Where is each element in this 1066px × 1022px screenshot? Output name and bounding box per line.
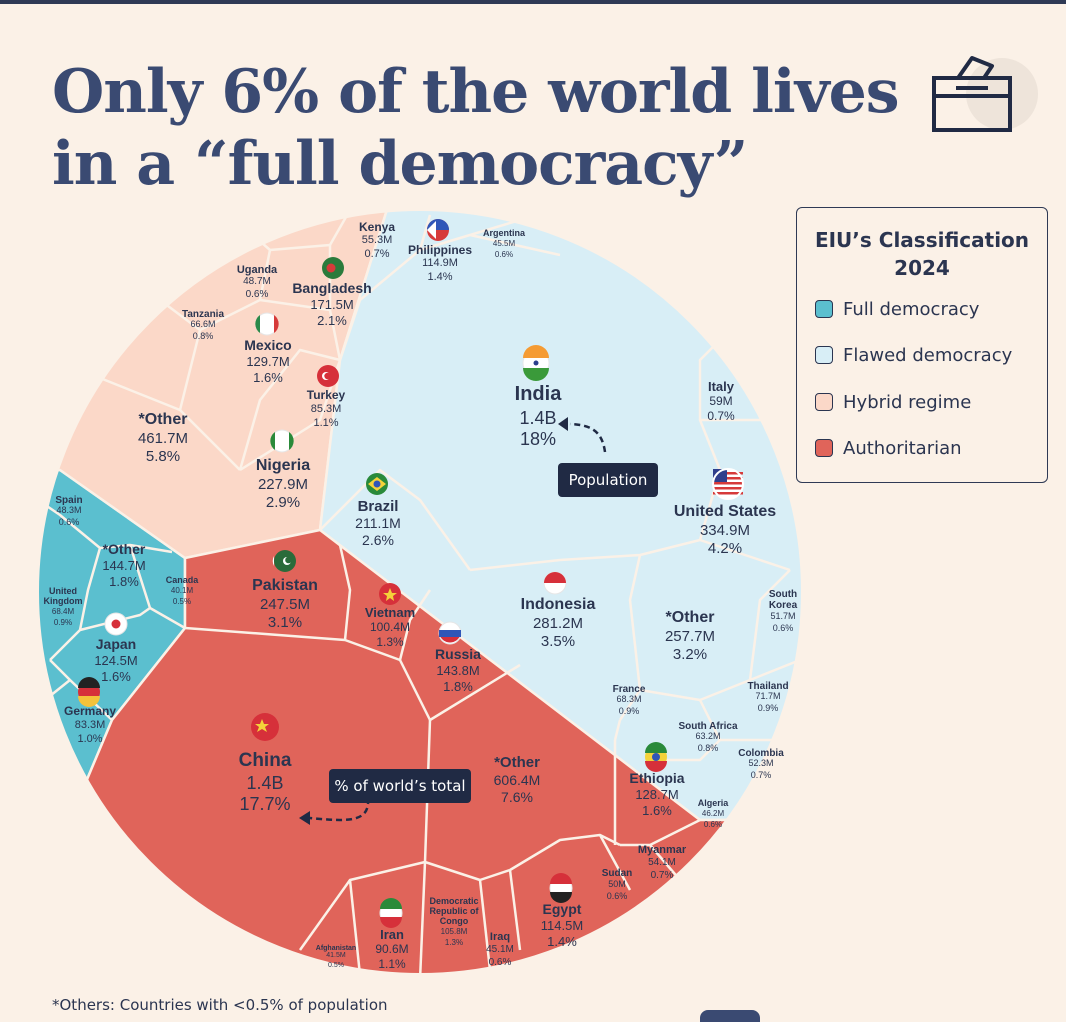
usa-flag-icon — [712, 468, 744, 500]
label-authoritarian-2: Russia 143.8M 1.8% — [435, 646, 481, 694]
footnote: *Others: Countries with <0.5% of populat… — [52, 996, 388, 1014]
label-authoritarian-1: Vietnam 100.4M 1.3% — [365, 605, 415, 649]
legend-swatch — [815, 300, 833, 318]
nigeria-flag-icon — [270, 429, 294, 453]
label-flawed-democracy-6: Indonesia 281.2M 3.5% — [521, 596, 596, 650]
philippines-flag-icon — [427, 219, 449, 241]
legend: EIU’s Classification 2024 Full democracy… — [796, 207, 1048, 483]
label-flawed-democracy-2: Argentina 45.5M 0.6% — [483, 228, 526, 259]
label-flawed-democracy-10: Thailand 71.7M 0.9% — [747, 681, 788, 713]
label-authoritarian-8: Sudan 50M 0.6% — [602, 868, 633, 901]
legend-item-flawed-democracy: Flawed democracy — [815, 343, 1012, 367]
label-authoritarian-6: Algeria 46.2M 0.6% — [698, 798, 730, 829]
legend-label: Hybrid regime — [843, 391, 972, 413]
label-flawed-democracy-0: India 1.4B 18% — [515, 383, 563, 449]
legend-title-line-2: 2024 — [894, 256, 950, 280]
iran-flag-icon — [379, 898, 403, 928]
label-authoritarian-5: Ethiopia 128.7M 1.6% — [629, 770, 684, 818]
brazil-flag-icon — [366, 473, 388, 495]
label-full-democracy-4: Japan 124.5M 1.6% — [94, 636, 137, 684]
page-title: Only 6% of the world lives in a “full de… — [52, 56, 900, 200]
turkey-flag-icon — [317, 365, 339, 387]
bangladesh-flag-icon — [322, 257, 344, 279]
legend-swatch — [815, 393, 833, 411]
legend-item-full-democracy: Full democracy — [815, 297, 979, 321]
label-hybrid-regime-3: Tanzania 66.6M 0.8% — [182, 309, 224, 341]
label-full-democracy-1: *Other 144.7M 1.8% — [102, 541, 146, 589]
japan-flag-icon — [104, 612, 128, 636]
country-labels: India 1.4B 18% Philippines 114.9M 1.4% Argenti… — [44, 220, 798, 971]
label-flawed-democracy-12: Colombia 52.3M 0.7% — [738, 748, 784, 780]
label-flawed-democracy-8: South Korea 51.7M 0.6% — [769, 589, 798, 633]
label-hybrid-regime-4: Mexico 129.7M 1.6% — [244, 337, 291, 385]
label-hybrid-regime-0: Kenya 55.3M 0.7% — [359, 220, 395, 260]
label-hybrid-regime-7: Nigeria 227.9M 2.9% — [256, 457, 310, 511]
population-callout: Population — [558, 463, 658, 497]
label-authoritarian-12: Iran 90.6M 1.1% — [375, 927, 408, 971]
indonesia-flag-icon — [543, 571, 567, 595]
share-callout: % of world’s total — [329, 769, 471, 803]
title-line-1: Only 6% of the world lives — [52, 57, 900, 127]
legend-label: Flawed democracy — [843, 344, 1013, 366]
label-hybrid-regime-5: Turkey 85.3M 1.1% — [307, 388, 346, 429]
brand-logo-partial — [700, 1010, 760, 1022]
legend-label: Full democracy — [843, 298, 980, 320]
label-authoritarian-13: Afghanistan 41.5M 0.5% — [316, 945, 356, 969]
ballot-box-icon — [932, 56, 1038, 132]
label-flawed-democracy-4: United States 334.9M 4.2% — [674, 503, 776, 557]
vietnam-flag-icon — [379, 583, 401, 605]
label-flawed-democracy-3: Italy 59M 0.7% — [707, 379, 735, 423]
label-full-democracy-5: Germany 83.3M 1.0% — [64, 704, 116, 745]
label-authoritarian-4: *Other 606.4M 7.6% — [494, 754, 541, 805]
legend-swatch — [815, 439, 833, 457]
ethiopia-flag-icon — [645, 742, 667, 772]
label-full-democracy-3: United Kingdom 68.4M 0.9% — [44, 586, 83, 627]
label-flawed-democracy-9: France 68.3M 0.9% — [613, 684, 646, 716]
egypt-flag-icon — [549, 873, 573, 903]
label-full-democracy-2: Canada 40.1M 0.5% — [166, 575, 200, 606]
legend-item-hybrid-regime: Hybrid regime — [815, 390, 971, 414]
label-authoritarian-10: Democratic Republic of Congo 105.8M 1.3% — [429, 896, 479, 947]
label-authoritarian-11: Iraq 45.1M 0.6% — [486, 931, 514, 968]
label-authoritarian-0: Pakistan 247.5M 3.1% — [252, 577, 318, 631]
label-flawed-democracy-11: South Africa 63.2M 0.8% — [678, 721, 738, 753]
label-flawed-democracy-7: *Other 257.7M 3.2% — [665, 609, 715, 663]
germany-flag-icon — [78, 677, 100, 707]
title-line-2: in a “full democracy” — [52, 129, 748, 199]
label-authoritarian-7: Myanmar 54.1M 0.7% — [638, 844, 687, 881]
mexico-flag-icon — [255, 312, 279, 336]
india-flag-icon — [522, 345, 550, 381]
legend-title: EIU’s Classification 2024 — [797, 226, 1047, 282]
legend-swatch — [815, 346, 833, 364]
label-full-democracy-0: Spain 48.3M 0.6% — [55, 495, 82, 527]
russia-flag-icon — [438, 621, 462, 645]
top-border — [0, 0, 1066, 4]
legend-title-line-1: EIU’s Classification — [814, 228, 1030, 252]
legend-item-authoritarian: Authoritarian — [815, 436, 962, 460]
pakistan-flag-icon — [272, 550, 296, 572]
label-flawed-democracy-1: Philippines 114.9M 1.4% — [408, 243, 472, 283]
label-hybrid-regime-1: Uganda 48.7M 0.6% — [237, 264, 278, 300]
label-flawed-democracy-5: Brazil 211.1M 2.6% — [355, 498, 401, 548]
legend-label: Authoritarian — [843, 437, 962, 459]
label-hybrid-regime-2: Bangladesh 171.5M 2.1% — [292, 280, 371, 328]
china-flag-icon — [251, 713, 279, 741]
label-authoritarian-9: Egypt 114.5M 1.4% — [541, 901, 583, 949]
label-hybrid-regime-6: *Other 461.7M 5.8% — [138, 411, 188, 465]
label-authoritarian-3: China 1.4B 17.7% — [239, 750, 292, 814]
